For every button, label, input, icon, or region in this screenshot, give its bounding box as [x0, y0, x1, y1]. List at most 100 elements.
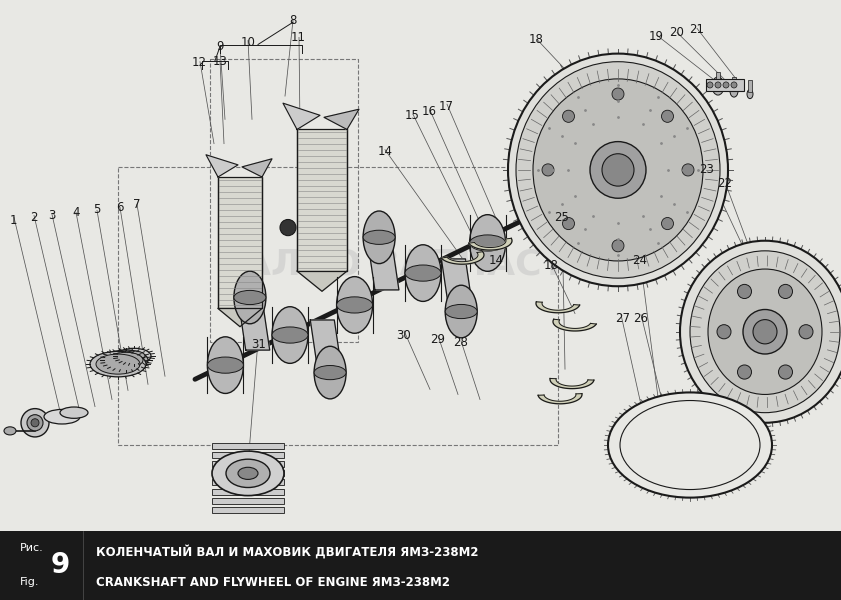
Ellipse shape — [508, 53, 728, 286]
Ellipse shape — [314, 365, 346, 380]
Ellipse shape — [90, 352, 146, 377]
Ellipse shape — [117, 348, 151, 364]
Text: КОЛЕНЧАТЫЙ ВАЛ И МАХОВИК ДВИГАТЕЛЯ ЯМЗ-238М2: КОЛЕНЧАТЫЙ ВАЛ И МАХОВИК ДВИГАТЕЛЯ ЯМЗ-2… — [96, 545, 479, 559]
Text: 30: 30 — [396, 329, 411, 342]
Ellipse shape — [238, 467, 258, 479]
Polygon shape — [242, 159, 272, 177]
Ellipse shape — [662, 217, 674, 230]
Ellipse shape — [123, 351, 145, 361]
Text: 7: 7 — [134, 198, 140, 211]
Text: 9: 9 — [217, 40, 224, 53]
Bar — [0, 531, 83, 600]
Ellipse shape — [336, 297, 373, 313]
Text: 2: 2 — [30, 211, 37, 224]
Text: 22: 22 — [717, 176, 733, 190]
Ellipse shape — [730, 85, 738, 97]
Ellipse shape — [208, 337, 243, 394]
Text: 18: 18 — [529, 34, 544, 46]
Bar — [716, 72, 720, 84]
Bar — [212, 443, 284, 449]
Ellipse shape — [608, 392, 772, 497]
Polygon shape — [310, 320, 342, 373]
Text: 4: 4 — [72, 206, 79, 219]
Text: 9: 9 — [50, 551, 70, 579]
Bar — [210, 59, 358, 342]
Ellipse shape — [208, 357, 243, 373]
Polygon shape — [538, 394, 582, 404]
Ellipse shape — [27, 415, 43, 431]
Bar — [297, 130, 347, 271]
Text: 11: 11 — [291, 31, 306, 44]
Text: 5: 5 — [93, 203, 100, 216]
Text: 21: 21 — [689, 23, 704, 36]
Polygon shape — [368, 238, 399, 290]
Text: 15: 15 — [405, 109, 420, 122]
Text: CRANKSHAFT AND FLYWHEEL OF ENGINE ЯМЗ-238М2: CRANKSHAFT AND FLYWHEEL OF ENGINE ЯМЗ-23… — [96, 575, 450, 589]
Polygon shape — [442, 259, 473, 311]
Text: 28: 28 — [453, 336, 468, 349]
Polygon shape — [468, 238, 512, 250]
Ellipse shape — [109, 352, 143, 368]
Text: 24: 24 — [632, 254, 647, 266]
Ellipse shape — [738, 284, 752, 299]
Ellipse shape — [516, 62, 720, 278]
Ellipse shape — [779, 284, 792, 299]
Polygon shape — [297, 271, 347, 291]
Text: 8: 8 — [289, 14, 296, 26]
Ellipse shape — [712, 77, 724, 95]
Ellipse shape — [715, 82, 721, 88]
Text: 12: 12 — [192, 56, 207, 69]
Polygon shape — [553, 319, 596, 331]
Polygon shape — [206, 155, 238, 177]
Ellipse shape — [542, 164, 554, 176]
Polygon shape — [536, 302, 579, 313]
Bar — [706, 79, 744, 91]
Text: 31: 31 — [251, 338, 266, 350]
Ellipse shape — [445, 285, 477, 338]
Polygon shape — [324, 109, 359, 130]
Text: 14: 14 — [489, 254, 504, 266]
Ellipse shape — [707, 82, 713, 88]
Bar — [212, 461, 284, 467]
Ellipse shape — [612, 88, 624, 100]
Text: 19: 19 — [648, 29, 664, 43]
Ellipse shape — [469, 235, 505, 251]
Ellipse shape — [363, 230, 395, 244]
Ellipse shape — [234, 271, 266, 324]
Ellipse shape — [212, 451, 284, 496]
Ellipse shape — [314, 346, 346, 399]
Bar — [732, 77, 736, 89]
Polygon shape — [218, 308, 262, 326]
Ellipse shape — [738, 365, 752, 379]
Ellipse shape — [799, 325, 813, 339]
Text: 29: 29 — [430, 334, 445, 346]
Ellipse shape — [717, 325, 731, 339]
Ellipse shape — [405, 245, 441, 301]
Polygon shape — [238, 298, 270, 350]
Text: 3: 3 — [49, 209, 56, 221]
Ellipse shape — [234, 290, 266, 305]
Ellipse shape — [723, 82, 729, 88]
Bar — [218, 177, 262, 308]
Ellipse shape — [680, 241, 841, 423]
Ellipse shape — [563, 110, 574, 122]
Ellipse shape — [405, 265, 441, 281]
Ellipse shape — [31, 419, 39, 427]
Ellipse shape — [682, 164, 694, 176]
Bar — [212, 497, 284, 503]
Ellipse shape — [612, 240, 624, 252]
Text: Fig.: Fig. — [20, 577, 40, 587]
Ellipse shape — [4, 427, 16, 435]
Ellipse shape — [731, 82, 737, 88]
Text: 16: 16 — [421, 105, 436, 118]
Text: 27: 27 — [615, 312, 630, 325]
Bar — [748, 80, 752, 92]
Text: 10: 10 — [241, 36, 256, 49]
Ellipse shape — [779, 365, 792, 379]
Text: 23: 23 — [699, 163, 714, 176]
Ellipse shape — [743, 310, 787, 354]
Bar — [212, 470, 284, 476]
Polygon shape — [283, 103, 320, 130]
Ellipse shape — [602, 154, 634, 186]
Ellipse shape — [60, 407, 88, 418]
